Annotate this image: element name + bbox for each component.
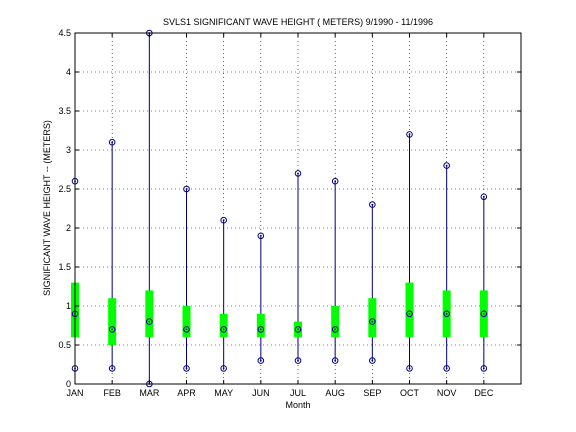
median-marker [183, 326, 190, 333]
max-marker-dot [222, 219, 225, 222]
y-axis-title: SIGNIFICANT WAVE HEIGHT -- (METERS) [42, 120, 52, 296]
median-marker-dot [222, 328, 225, 331]
median-marker-dot [111, 328, 114, 331]
median-marker-dot [259, 328, 262, 331]
iqr-box [182, 306, 191, 338]
max-marker [331, 177, 339, 185]
x-tick-label: MAR [139, 388, 160, 398]
min-marker-dot [334, 359, 337, 362]
y-tick-label: 4 [66, 67, 71, 77]
max-marker [480, 193, 488, 201]
min-marker [331, 357, 339, 364]
x-tick-label: JAN [66, 388, 83, 398]
median-marker-dot [482, 312, 485, 315]
max-marker-dot [111, 141, 114, 144]
min-marker [406, 365, 413, 372]
y-tick-label: 2.5 [58, 184, 71, 194]
min-marker [480, 365, 488, 372]
min-marker-dot [222, 367, 225, 370]
y-tick-label: 3.5 [58, 106, 71, 116]
y-tick-label: 1 [66, 301, 71, 311]
max-marker-dot [185, 188, 188, 190]
x-tick-label: OCT [400, 388, 420, 398]
x-tick-label: NOV [437, 388, 457, 398]
median-marker-dot [185, 328, 188, 331]
x-tick-label: AUG [325, 388, 345, 398]
median-marker [257, 326, 265, 333]
x-tick-label: APR [177, 388, 196, 398]
x-tick-label: MAY [214, 388, 233, 398]
max-marker [183, 185, 190, 193]
y-tick-label: 1.5 [58, 262, 71, 272]
iqr-box [368, 298, 377, 338]
min-marker-dot [185, 367, 188, 370]
max-marker [220, 216, 227, 224]
x-tick-label: JUN [252, 388, 270, 398]
max-marker [406, 131, 413, 138]
min-marker-dot [482, 367, 485, 370]
max-marker [108, 138, 116, 146]
y-tick-label: 0 [66, 379, 71, 389]
median-marker [108, 326, 116, 333]
min-marker [220, 365, 227, 372]
min-marker [369, 357, 376, 364]
x-tick-label: SEP [363, 388, 381, 398]
median-marker [406, 310, 413, 318]
max-marker [369, 201, 376, 208]
median-marker-dot [445, 312, 448, 315]
chart-title: SVLS1 SIGNIFICANT WAVE HEIGHT ( METERS) … [163, 17, 433, 27]
median-marker [220, 326, 227, 333]
median-marker [443, 310, 450, 318]
x-tick-label: JUL [290, 388, 306, 398]
max-marker-dot [408, 133, 411, 136]
min-marker-dot [371, 359, 374, 362]
y-tick-label: 2 [66, 223, 71, 233]
max-marker [443, 162, 450, 169]
max-marker-dot [297, 172, 299, 175]
x-tick-label: DEC [474, 388, 494, 398]
median-marker-dot [408, 312, 411, 315]
max-marker-dot [259, 234, 262, 237]
y-tick-label: 3 [66, 145, 71, 155]
max-marker-dot [482, 195, 485, 198]
max-marker [294, 170, 302, 177]
min-marker-dot [408, 367, 411, 370]
median-marker [146, 318, 153, 325]
iqr-box [219, 313, 228, 338]
y-tick-label: 4.5 [58, 28, 71, 38]
min-marker [183, 365, 190, 372]
min-marker [443, 365, 450, 372]
y-axis: 0 0.5 1 1.5 2 2.5 3 3.5 4 4.5 [58, 28, 521, 389]
x-axis-title: Month [285, 400, 310, 410]
iqr-box [405, 282, 414, 338]
median-marker-dot [334, 328, 337, 331]
min-marker-dot [445, 367, 448, 370]
max-marker [257, 232, 265, 240]
median-marker-dot [148, 320, 151, 323]
min-marker-dot [111, 367, 114, 370]
max-marker-dot [334, 180, 337, 183]
iqr-box [256, 313, 265, 338]
min-marker-dot [297, 359, 299, 362]
min-marker-dot [259, 359, 262, 362]
min-marker [108, 365, 116, 372]
min-marker [294, 357, 302, 364]
median-marker-dot [297, 328, 299, 331]
iqr-box [145, 290, 154, 338]
iqr-box [331, 306, 340, 338]
median-marker-dot [371, 320, 374, 323]
median-marker [331, 326, 339, 333]
x-axis: JAN FEB MAR APR MAY JUN JUL AUG SEP OCT NOV DEC [66, 33, 494, 398]
iqr-box [108, 298, 117, 345]
x-tick-label: FEB [103, 388, 121, 398]
max-marker-dot [445, 164, 448, 167]
median-marker [369, 318, 376, 325]
median-marker [294, 326, 302, 333]
max-marker-dot [371, 203, 374, 206]
median-marker [480, 310, 488, 318]
min-marker [257, 357, 265, 364]
y-tick-label: 0.5 [58, 340, 71, 350]
